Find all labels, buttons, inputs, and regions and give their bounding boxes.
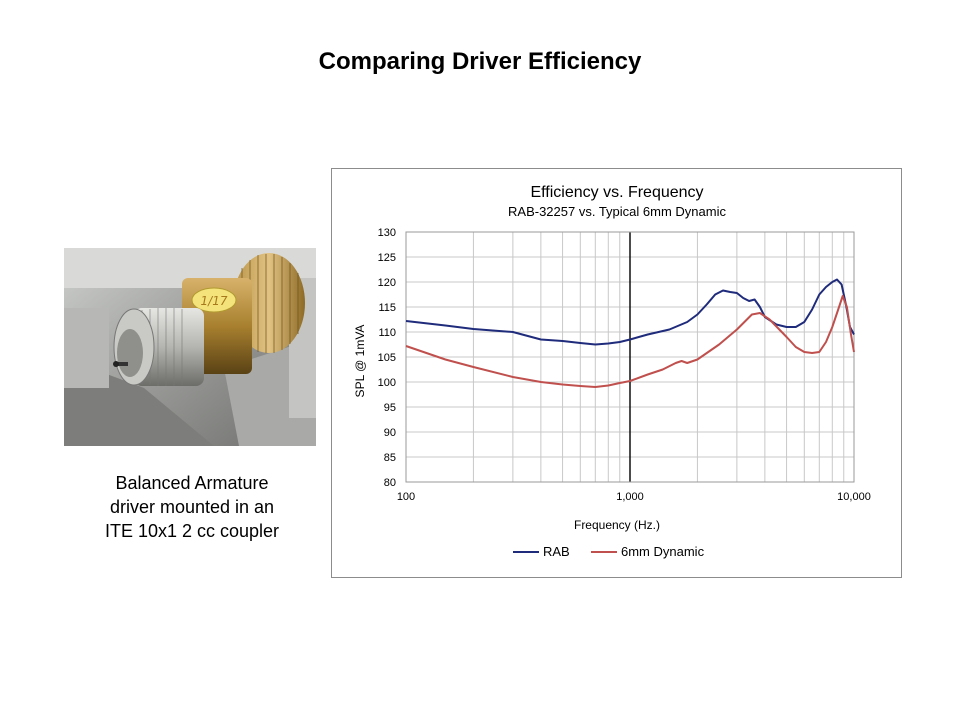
y-tick-label: 80: [384, 477, 396, 489]
y-axis-label: SPL @ 1mVA: [353, 325, 367, 398]
y-tick-label: 120: [378, 277, 396, 289]
photo-caption: Balanced Armature driver mounted in an I…: [62, 471, 322, 543]
driver-coupler-photo: 1/17: [64, 248, 316, 446]
legend-label-rab: RAB: [543, 544, 570, 559]
efficiency-chart: Efficiency vs. Frequency RAB-32257 vs. T…: [353, 184, 871, 559]
y-tick-label: 115: [378, 302, 396, 314]
series-line-6mm-dynamic: [405, 295, 855, 388]
chart-series: [405, 278, 855, 388]
caption-line: ITE 10x1 2 cc coupler: [104, 521, 280, 541]
x-tick-label: 10,000: [837, 491, 871, 503]
chart-legend: RAB 6mm Dynamic: [513, 544, 705, 559]
y-tick-label: 90: [384, 427, 396, 439]
x-tick-label: 1,000: [616, 491, 644, 503]
chart-grid: [405, 231, 855, 483]
y-tick-label: 105: [378, 352, 396, 364]
y-tick-label: 110: [378, 327, 396, 339]
caption-line: Balanced Armature: [115, 473, 269, 493]
caption-line: driver mounted in an: [109, 497, 275, 517]
plot-area-border: [405, 231, 855, 483]
y-tick-label: 125: [378, 252, 396, 264]
x-axis-label: Frequency (Hz.): [574, 518, 660, 532]
chart-title: Efficiency vs. Frequency: [530, 184, 703, 201]
chart-ticks: 80 85 90 95 100 105 110 115 120 125 130 100 1,000 10,…: [378, 227, 871, 503]
sticker-label: 1/17: [201, 294, 228, 308]
legend-label-6mm-dynamic: 6mm Dynamic: [621, 544, 705, 559]
chart-frame: Efficiency vs. Frequency RAB-32257 vs. T…: [331, 168, 902, 578]
slide-title: Comparing Driver Efficiency: [318, 48, 642, 75]
driver-coupler-illustration: 1/17: [64, 248, 316, 446]
y-tick-label: 85: [384, 452, 396, 464]
series-line-rab: [405, 278, 855, 346]
y-tick-label: 95: [384, 402, 396, 414]
y-tick-label: 100: [378, 377, 396, 389]
chart-subtitle: RAB-32257 vs. Typical 6mm Dynamic: [508, 204, 726, 219]
y-tick-label: 130: [378, 227, 396, 239]
x-tick-label: 100: [397, 491, 415, 503]
